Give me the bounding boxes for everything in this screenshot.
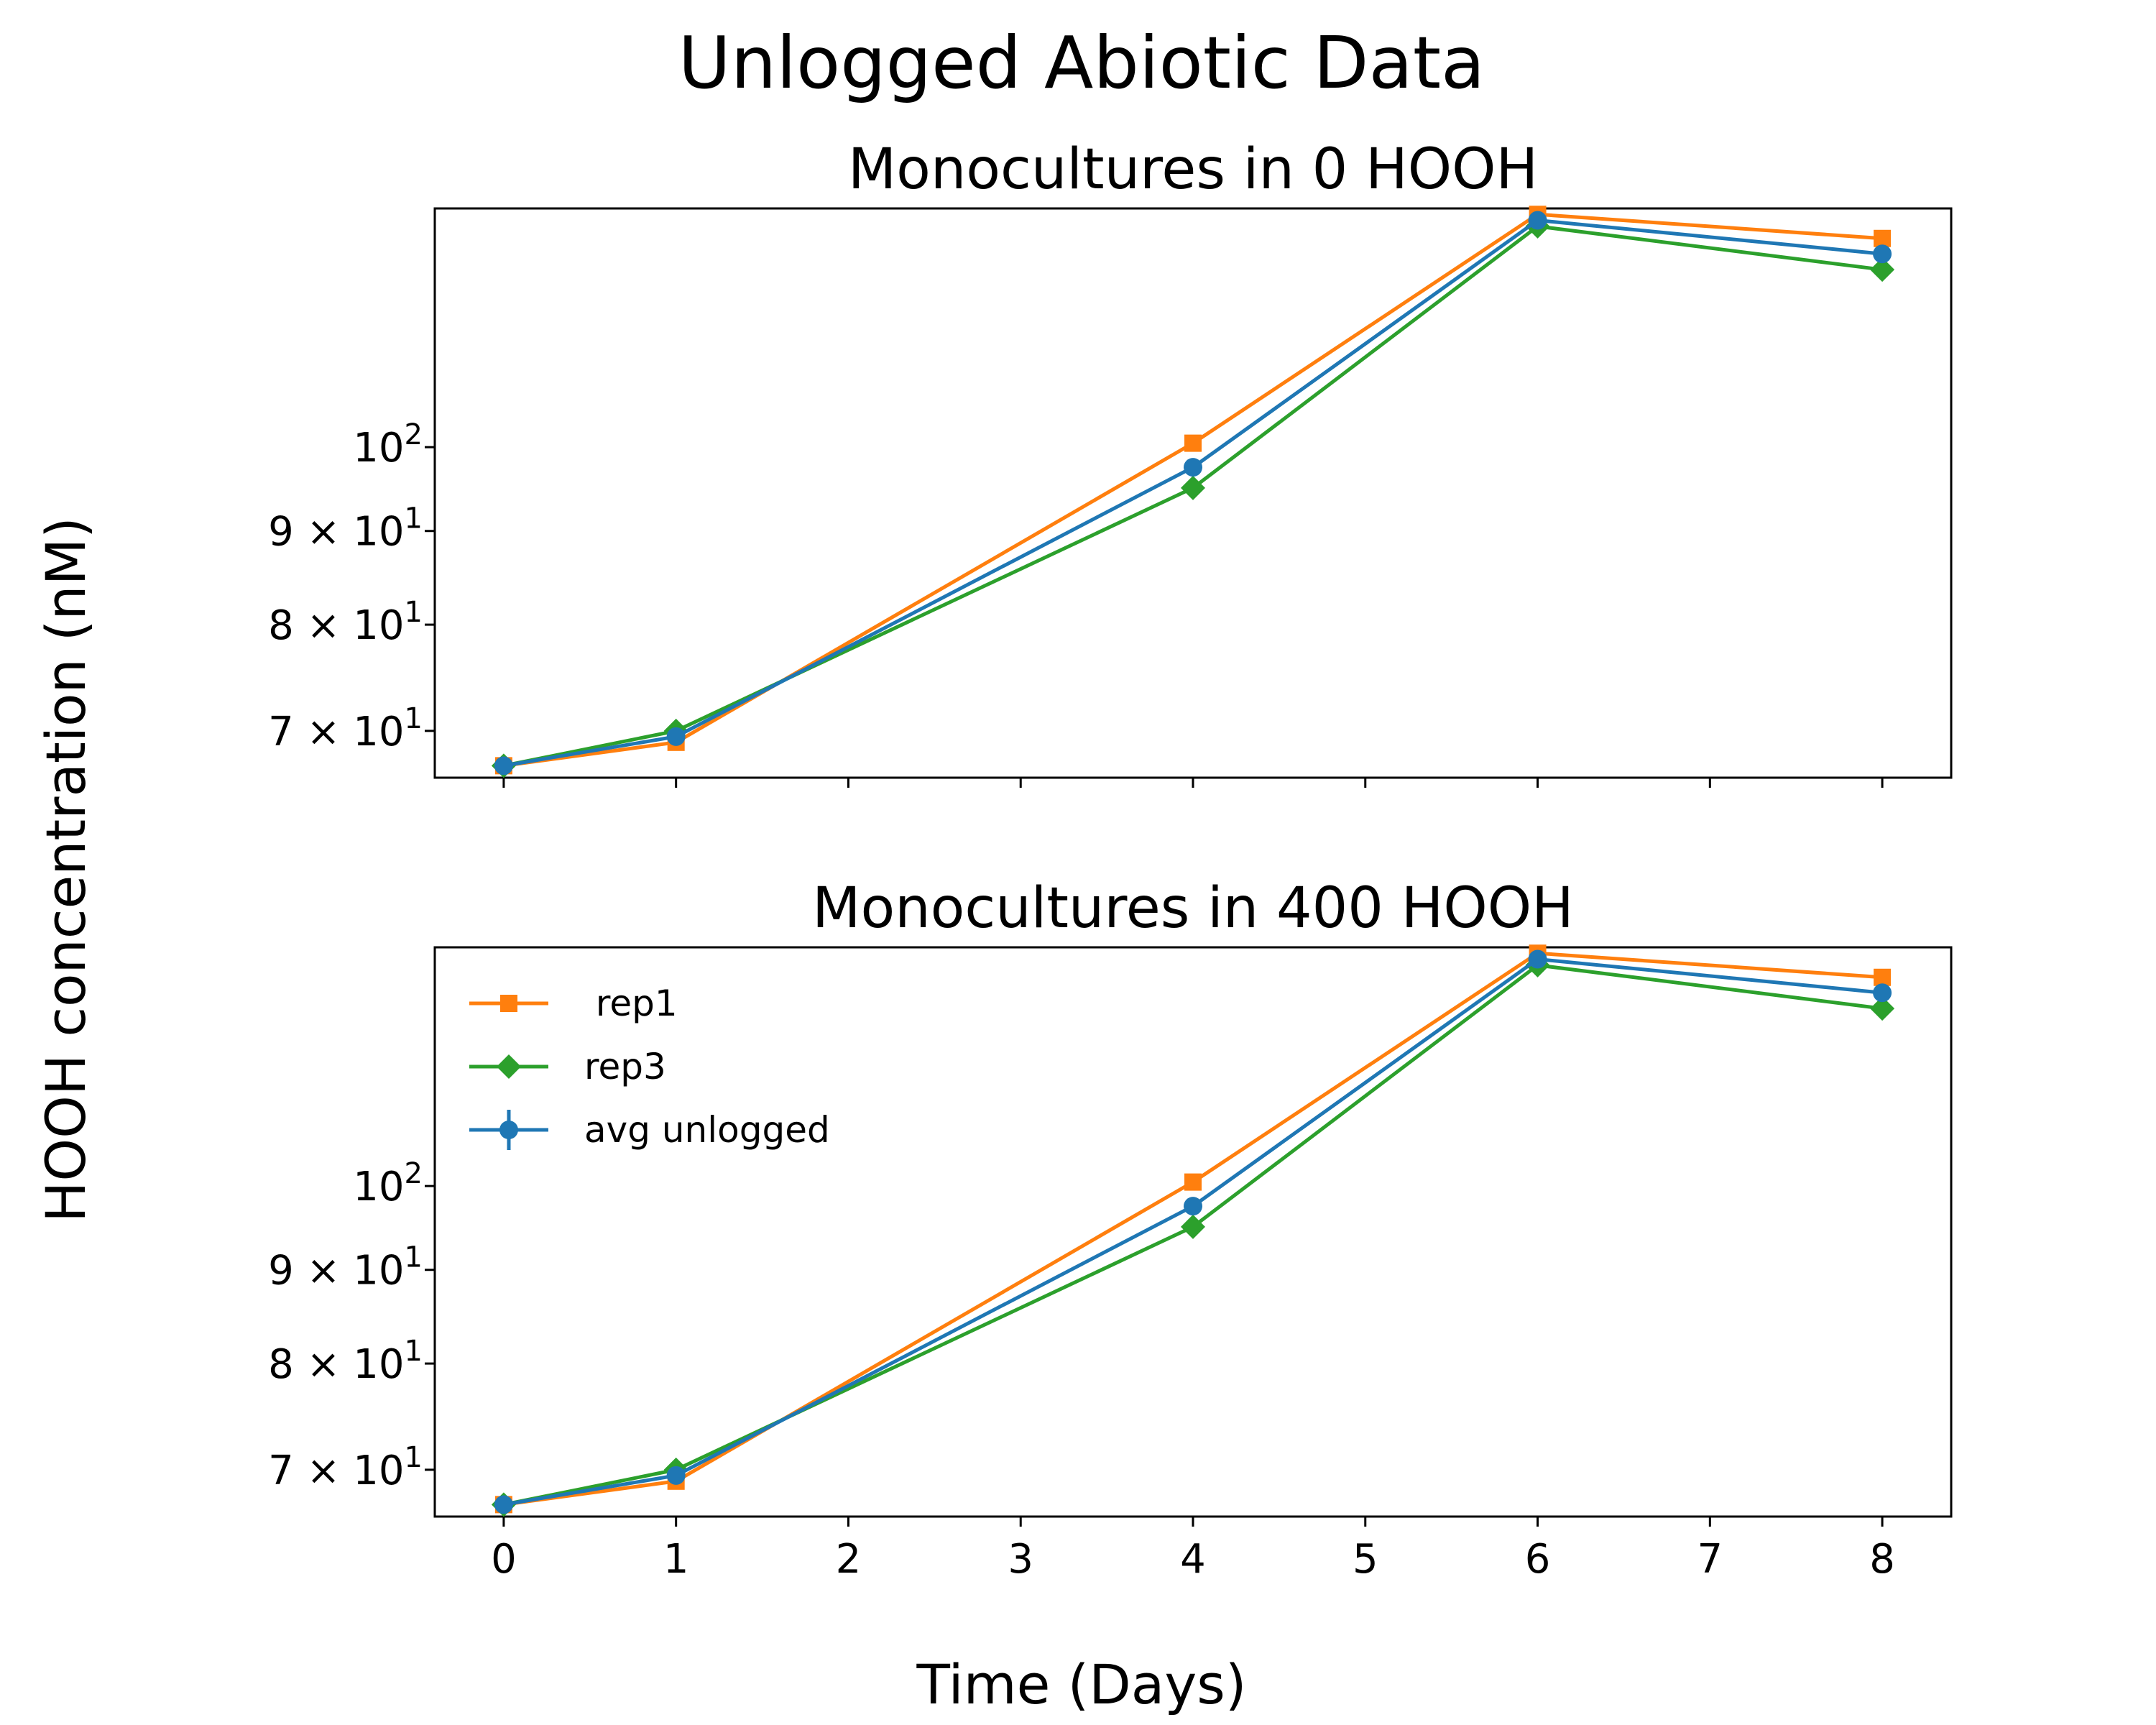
legend-marker	[499, 1121, 518, 1139]
data-point	[1184, 434, 1202, 452]
data-point	[1874, 968, 1892, 986]
plot-area: Monocultures in 0 HOOH 7 × 101 8 × 101 9 × …	[268, 137, 1953, 1583]
data-point	[1184, 458, 1202, 477]
data-point	[1528, 211, 1547, 230]
data-point	[1181, 1214, 1205, 1239]
x-tick-label: 1	[663, 1536, 689, 1583]
x-axis-label: Time (Days)	[916, 1652, 1246, 1716]
legend-marker	[500, 995, 517, 1012]
data-point	[1873, 244, 1892, 264]
x-tick-label: 2	[836, 1536, 862, 1583]
x-tick-label: 4	[1180, 1536, 1206, 1583]
data-point	[666, 1466, 686, 1485]
panel-1: Monocultures in 0 HOOH 7 × 101 8 × 101 9 × …	[268, 137, 1953, 788]
y-tick-label: 7 × 101	[268, 702, 423, 755]
y-tick-label: 9 × 101	[268, 1241, 423, 1294]
panel-title: Monocultures in 0 HOOH	[848, 137, 1538, 202]
x-tick-label: 3	[1008, 1536, 1033, 1583]
series-avg-unlogged	[494, 949, 1892, 1514]
data-point	[1870, 257, 1895, 282]
x-tick-label: 5	[1353, 1536, 1378, 1583]
x-tick-label: 0	[491, 1536, 517, 1583]
data-point	[494, 1495, 513, 1514]
y-tick-label: 9 × 101	[268, 502, 423, 556]
data-point	[1181, 475, 1205, 500]
legend-label: rep1	[584, 983, 678, 1024]
x-tick-label: 7	[1697, 1536, 1723, 1583]
legend: rep1 rep3 avg unlogged	[469, 983, 830, 1151]
data-point	[1873, 983, 1892, 1003]
data-point	[666, 727, 686, 746]
legend-marker	[497, 1054, 521, 1079]
y-tick-label: 102	[353, 1157, 423, 1210]
x-tick-label: 6	[1525, 1536, 1551, 1583]
legend-label: avg unlogged	[584, 1109, 830, 1151]
legend-label: rep3	[584, 1046, 666, 1087]
figure-suptitle: Unlogged Abiotic Data	[678, 21, 1485, 105]
data-point	[1870, 996, 1895, 1021]
y-axis-label: HOOH concentration (nM)	[34, 517, 98, 1223]
panel-2: Monocultures in 400 HOOH 0 1 2 3 4 5 6 7 8 7 × 101…	[268, 876, 1953, 1583]
y-tick-label: 8 × 101	[268, 596, 423, 649]
data-point	[1874, 229, 1892, 247]
y-tick-label: 102	[353, 418, 423, 472]
series-avg-unlogged	[494, 211, 1892, 776]
data-point	[494, 756, 513, 776]
x-tick-label: 8	[1869, 1536, 1895, 1583]
data-point	[1184, 1197, 1202, 1216]
panel-title: Monocultures in 400 HOOH	[812, 876, 1574, 941]
y-tick-label: 8 × 101	[268, 1335, 423, 1388]
y-tick-label: 7 × 101	[268, 1441, 423, 1494]
data-point	[1184, 1173, 1202, 1191]
data-point	[1528, 949, 1547, 969]
